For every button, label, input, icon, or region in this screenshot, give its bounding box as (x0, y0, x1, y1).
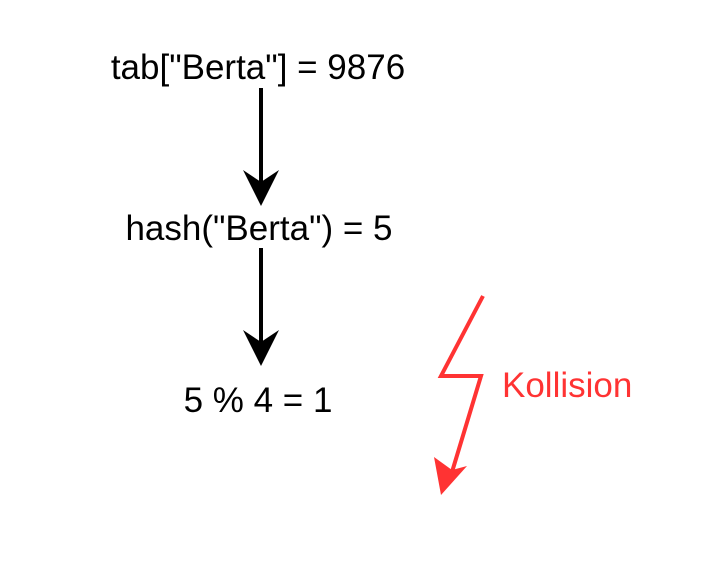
lightning-bolt-icon (434, 295, 485, 495)
arrowhead (243, 330, 279, 366)
arrow-step1-to-step2 (243, 88, 279, 206)
arrowhead (243, 170, 279, 206)
step-modulo-text: 5 % 4 = 1 (184, 381, 333, 420)
step-assignment-text: tab["Berta"] = 9876 (111, 48, 405, 87)
arrow-step2-to-step3 (243, 248, 279, 366)
lightning-bolt-line (437, 295, 485, 473)
lightning-bolt-arrowhead (434, 457, 467, 495)
step-hash-text: hash("Berta") = 5 (125, 209, 392, 248)
collision-label: Kollision (502, 366, 632, 405)
